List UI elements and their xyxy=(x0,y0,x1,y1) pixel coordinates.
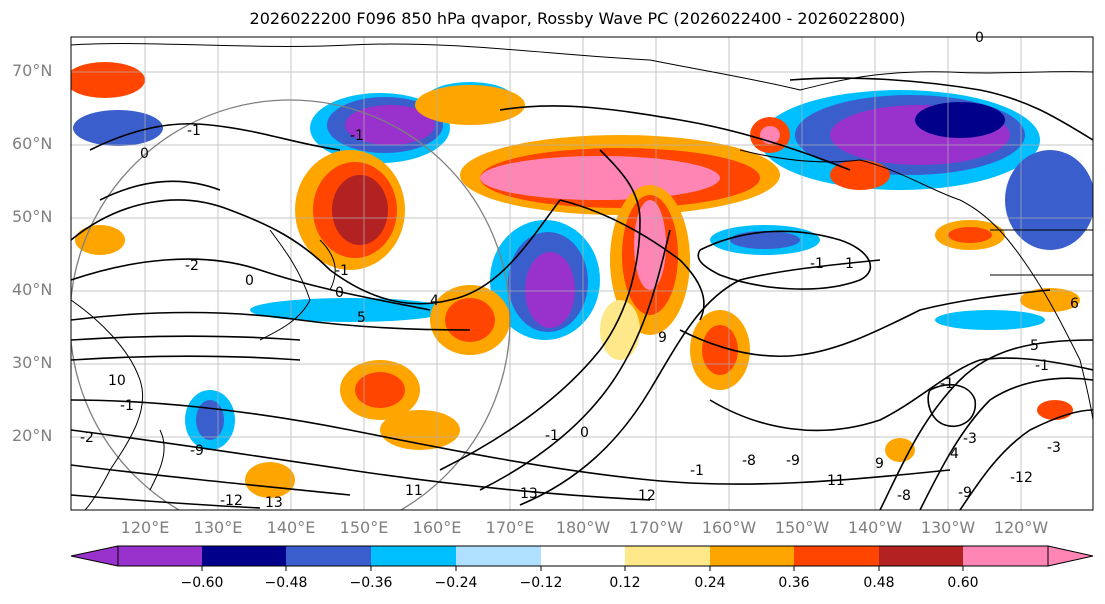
colorbar-segment xyxy=(286,546,371,566)
contour-label: -1 xyxy=(940,376,954,392)
contour-label: 6 xyxy=(1070,296,1079,312)
contour-label: -1 xyxy=(335,263,349,279)
longitude-label: 180°W xyxy=(555,518,611,537)
colorbar-tick-label: 0.36 xyxy=(778,575,810,591)
contour-label: 13 xyxy=(520,486,538,502)
latitude-label: 30°N xyxy=(12,353,53,372)
longitude-label: 140°E xyxy=(266,518,316,537)
contour-label: 4 xyxy=(950,446,959,462)
colorbar-segment xyxy=(456,546,541,566)
longitude-label: 130°W xyxy=(920,518,976,537)
latitude-label: 60°N xyxy=(12,134,53,153)
colorbar-tick-label: −0.48 xyxy=(264,575,308,591)
contour-label: -1 xyxy=(187,123,201,139)
contour-label: -2 xyxy=(185,258,199,274)
contour-label: -1 xyxy=(350,128,364,144)
contour-label: -9 xyxy=(190,443,204,459)
contour-label: -1 xyxy=(810,256,824,272)
contour-label: 5 xyxy=(357,310,366,326)
longitude-label: 160°E xyxy=(412,518,462,537)
colorbar-segment xyxy=(625,546,710,566)
contour-label: -9 xyxy=(786,453,800,469)
colorbar-segment xyxy=(794,546,879,566)
contour-label: 9 xyxy=(658,330,667,346)
contour-label: -2 xyxy=(80,430,94,446)
contour-label: 12 xyxy=(638,488,656,504)
colorbar-tick-label: −0.12 xyxy=(519,575,563,591)
longitude-label: 120°E xyxy=(120,518,170,537)
contour-label: -1 xyxy=(690,463,704,479)
longitude-label: 150°W xyxy=(774,518,830,537)
longitude-label: 170°W xyxy=(628,518,684,537)
colorbar-tick-label: −0.36 xyxy=(349,575,393,591)
contour-label: -8 xyxy=(742,453,756,469)
longitude-label: 120°W xyxy=(993,518,1049,537)
contour-label: -3 xyxy=(1047,440,1061,456)
map-frame xyxy=(70,36,1094,511)
contour-label: 0 xyxy=(335,285,344,301)
qvapor-shading xyxy=(71,62,1093,498)
chart-title: 2026022200 F096 850 hPa qvapor, Rossby W… xyxy=(249,9,906,28)
contour-label: 5 xyxy=(1030,338,1039,354)
contour-label: -1 xyxy=(545,428,559,444)
contour-label: 0 xyxy=(975,30,984,46)
great-circle-outline xyxy=(71,99,511,510)
contour-label: -12 xyxy=(1010,470,1033,486)
contour-label: -1 xyxy=(1035,358,1049,374)
contour-label: 11 xyxy=(405,483,423,499)
contour-label: 4 xyxy=(430,293,439,309)
colorbar-segment xyxy=(963,546,1048,566)
contour-label: 9 xyxy=(875,456,884,472)
colorbar-segment xyxy=(710,546,794,566)
latitude-label: 50°N xyxy=(12,207,53,226)
colorbar-tick-label: 0.12 xyxy=(609,575,641,591)
colorbar-tick-label: −0.60 xyxy=(180,575,224,591)
coastlines xyxy=(71,43,1093,510)
contour-label: -12 xyxy=(220,493,243,509)
contour-labels: -1 0 -1 -2 0 -1 0 4 5 -1 9 -1 0 -1 6 5 -… xyxy=(80,30,1079,511)
colorbar-frame xyxy=(117,545,1049,567)
contour-label: -1 xyxy=(120,398,134,414)
colorbar-segment xyxy=(202,546,286,566)
longitude-label: 140°W xyxy=(847,518,903,537)
contour-label: -1 xyxy=(840,256,854,272)
latitude-label: 70°N xyxy=(12,61,53,80)
longitude-label: 130°E xyxy=(193,518,243,537)
colorbar xyxy=(70,545,1094,571)
colorbar-segment xyxy=(879,546,963,566)
colorbar-extend-high xyxy=(1047,545,1094,567)
contour-label: 0 xyxy=(245,273,254,289)
longitude-label: 160°W xyxy=(701,518,757,537)
colorbar-segment xyxy=(118,546,202,566)
colorbar-extend-low xyxy=(70,545,119,567)
colorbar-tick-label: 0.60 xyxy=(947,575,979,591)
latitude-label: 40°N xyxy=(12,280,53,299)
contour-label: 0 xyxy=(580,425,589,441)
colorbar-segment xyxy=(541,546,625,566)
contour-label: -9 xyxy=(958,485,972,501)
contour-lines xyxy=(71,77,1093,510)
contour-label: 0 xyxy=(140,146,149,162)
latitude-label: 20°N xyxy=(12,426,53,445)
colorbar-tick-label: 0.48 xyxy=(863,575,895,591)
longitude-label: 150°E xyxy=(339,518,389,537)
colorbar-segment xyxy=(371,546,456,566)
contour-label: -8 xyxy=(897,488,911,504)
map-gridlines xyxy=(71,37,1093,510)
colorbar-tick-label: 0.24 xyxy=(694,575,726,591)
colorbar-tick-label: −0.24 xyxy=(434,575,478,591)
contour-label: -3 xyxy=(963,431,977,447)
contour-label: 10 xyxy=(108,373,126,389)
contour-label: 11 xyxy=(827,473,845,489)
longitude-label: 170°E xyxy=(485,518,535,537)
contour-label: 13 xyxy=(265,495,283,511)
